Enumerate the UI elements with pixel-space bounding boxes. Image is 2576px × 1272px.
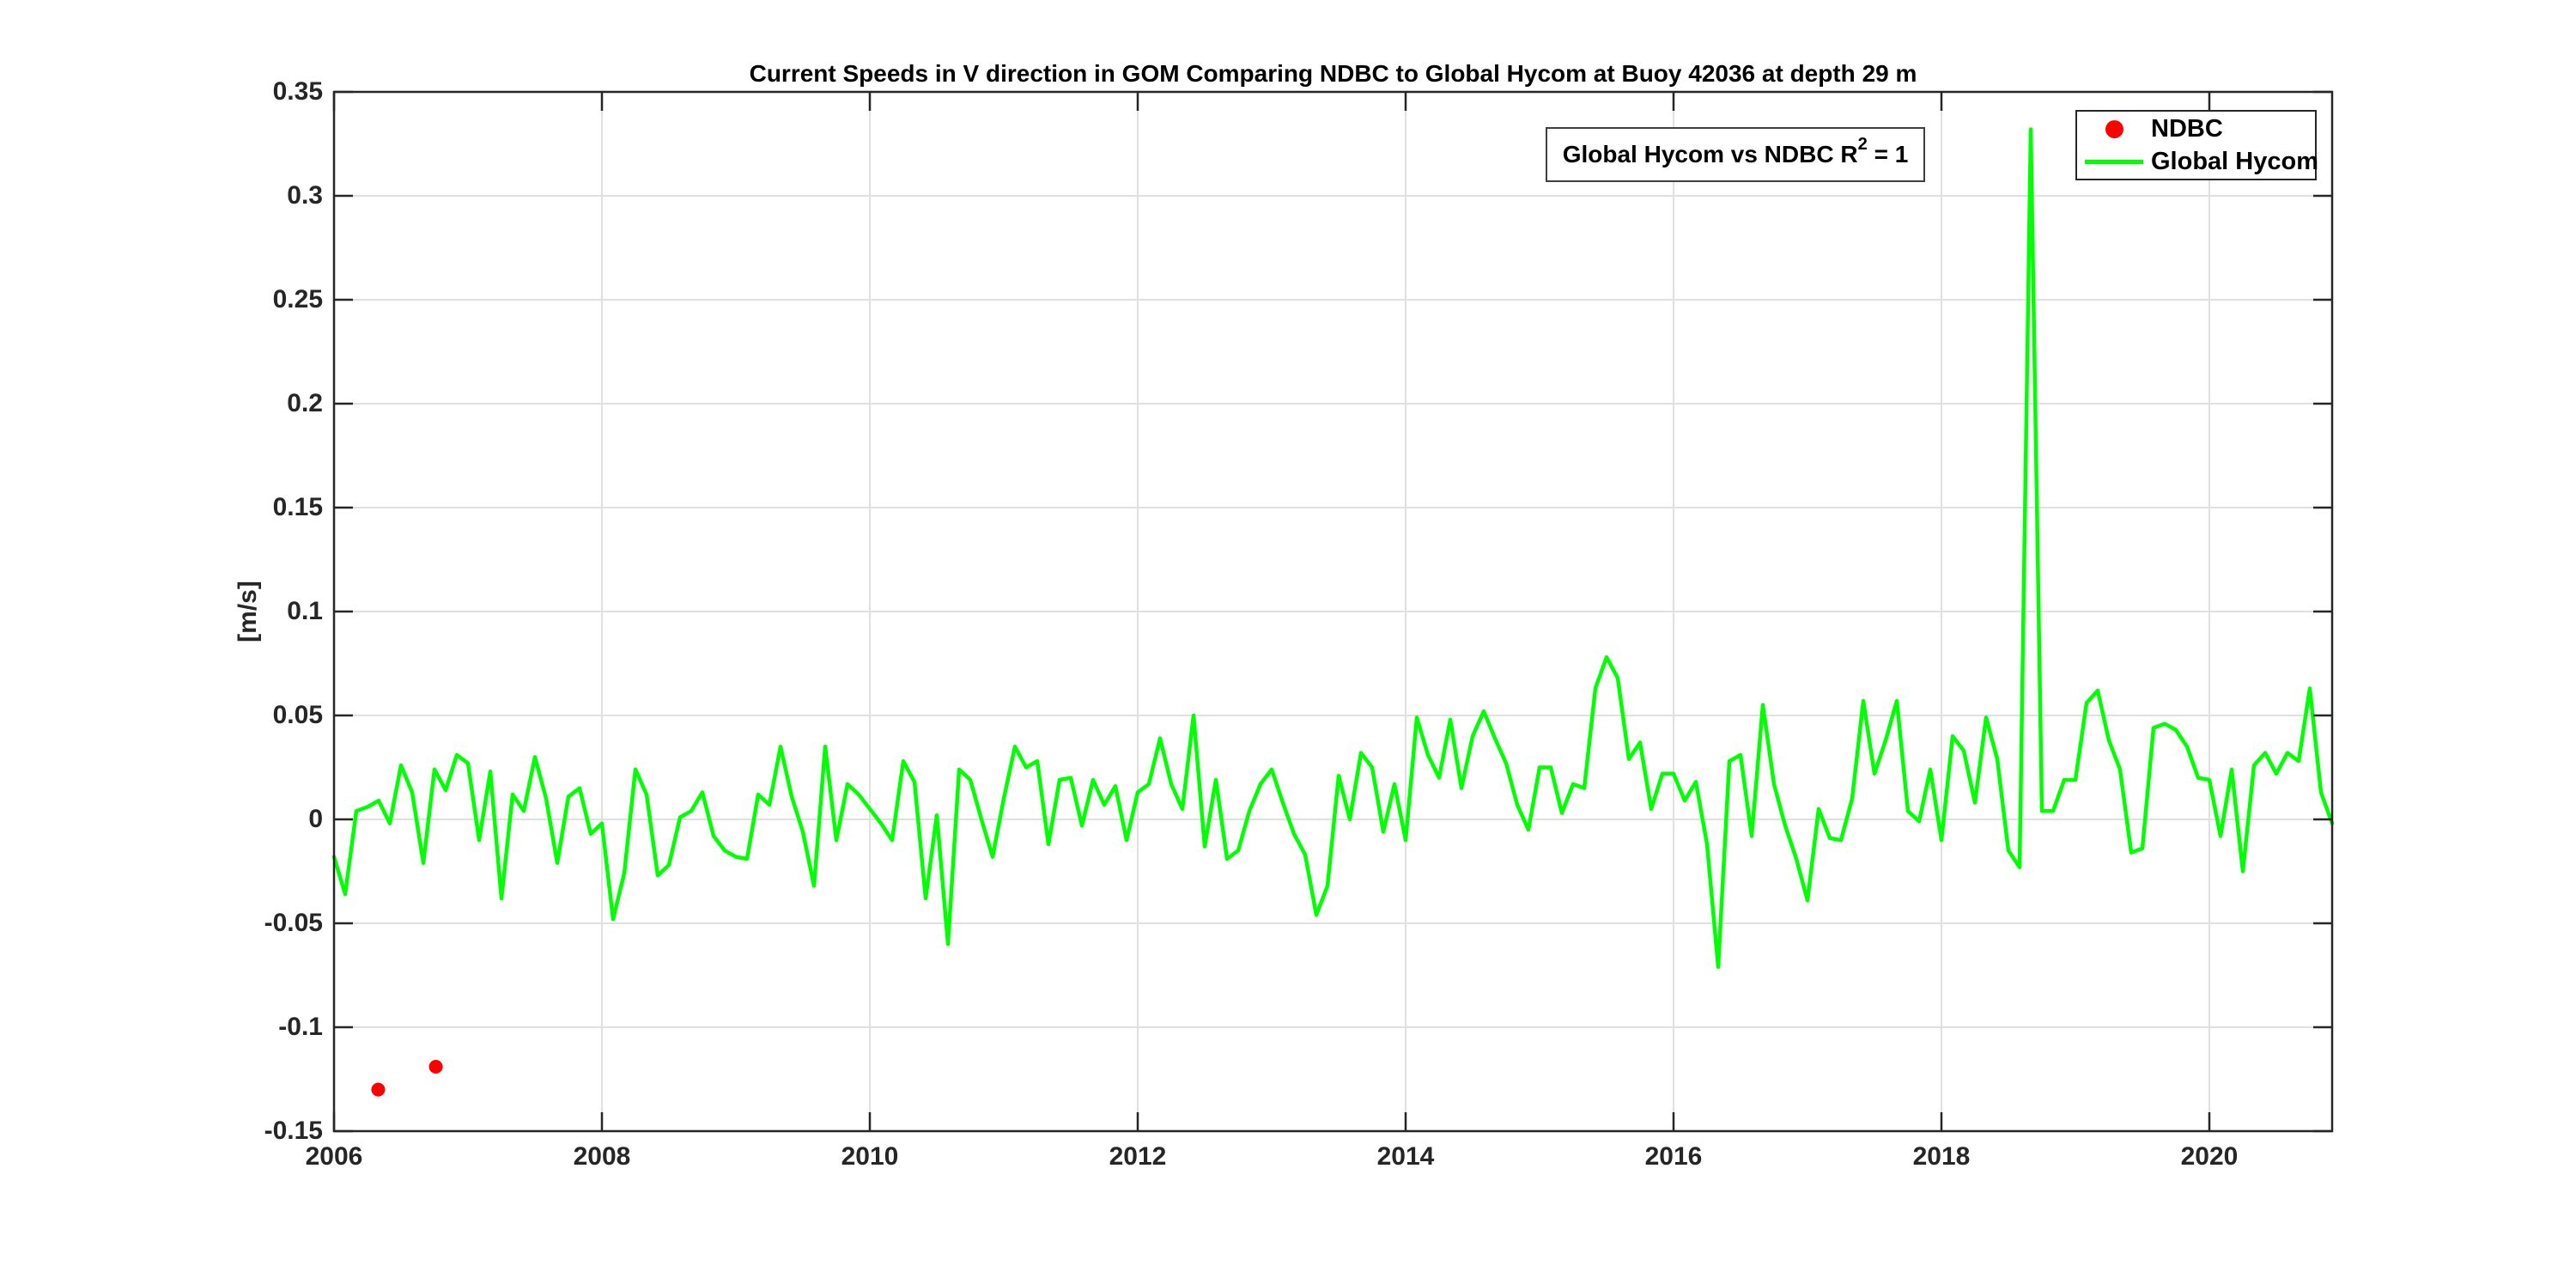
y-tick-label: -0.05 — [264, 909, 323, 937]
x-tick-label: 2008 — [573, 1142, 631, 1171]
y-tick-label: 0.1 — [287, 597, 323, 625]
annotation-suffix: = 1 — [1867, 141, 1909, 167]
x-tick-label: 2014 — [1376, 1142, 1435, 1171]
annotation-superscript: 2 — [1857, 135, 1868, 155]
x-tick-label: 2020 — [2180, 1142, 2239, 1171]
y-tick-label: 0.3 — [287, 181, 323, 210]
ndbc-point — [371, 1082, 386, 1097]
y-tick-label: -0.1 — [278, 1013, 323, 1041]
y-tick-label: 0.2 — [287, 389, 323, 417]
x-tick-label: 2016 — [1644, 1142, 1703, 1171]
global-hycom-line-icon — [2085, 159, 2143, 164]
ndbc-point — [428, 1059, 443, 1074]
x-tick-label: 2006 — [305, 1142, 363, 1171]
chart-title: Current Speeds in V direction in GOM Com… — [749, 60, 1917, 87]
legend-row-ndbc: NDBC — [2077, 113, 2315, 144]
annotation-text: Global Hycom vs NDBC R — [1562, 141, 1858, 167]
y-tick-label: 0.35 — [272, 77, 323, 106]
y-tick-label: -0.15 — [264, 1117, 323, 1145]
ndbc-marker-icon — [2105, 119, 2123, 138]
x-tick-label: 2010 — [841, 1142, 899, 1171]
y-tick-label: 0 — [308, 805, 323, 833]
legend-label-ndbc: NDBC — [2151, 114, 2223, 143]
legend-label-global-hycom: Global Hycom — [2151, 147, 2318, 175]
legend: NDBC Global Hycom — [2075, 110, 2318, 180]
legend-row-global-hycom: Global Hycom — [2077, 146, 2318, 177]
y-tick-label: 0.25 — [272, 285, 323, 313]
y-tick-label: 0.05 — [272, 701, 323, 729]
x-tick-label: 2012 — [1109, 1142, 1167, 1171]
y-tick-label: 0.15 — [272, 493, 323, 521]
x-tick-label: 2018 — [1912, 1142, 1971, 1171]
global-hycom-line — [331, 127, 2335, 970]
